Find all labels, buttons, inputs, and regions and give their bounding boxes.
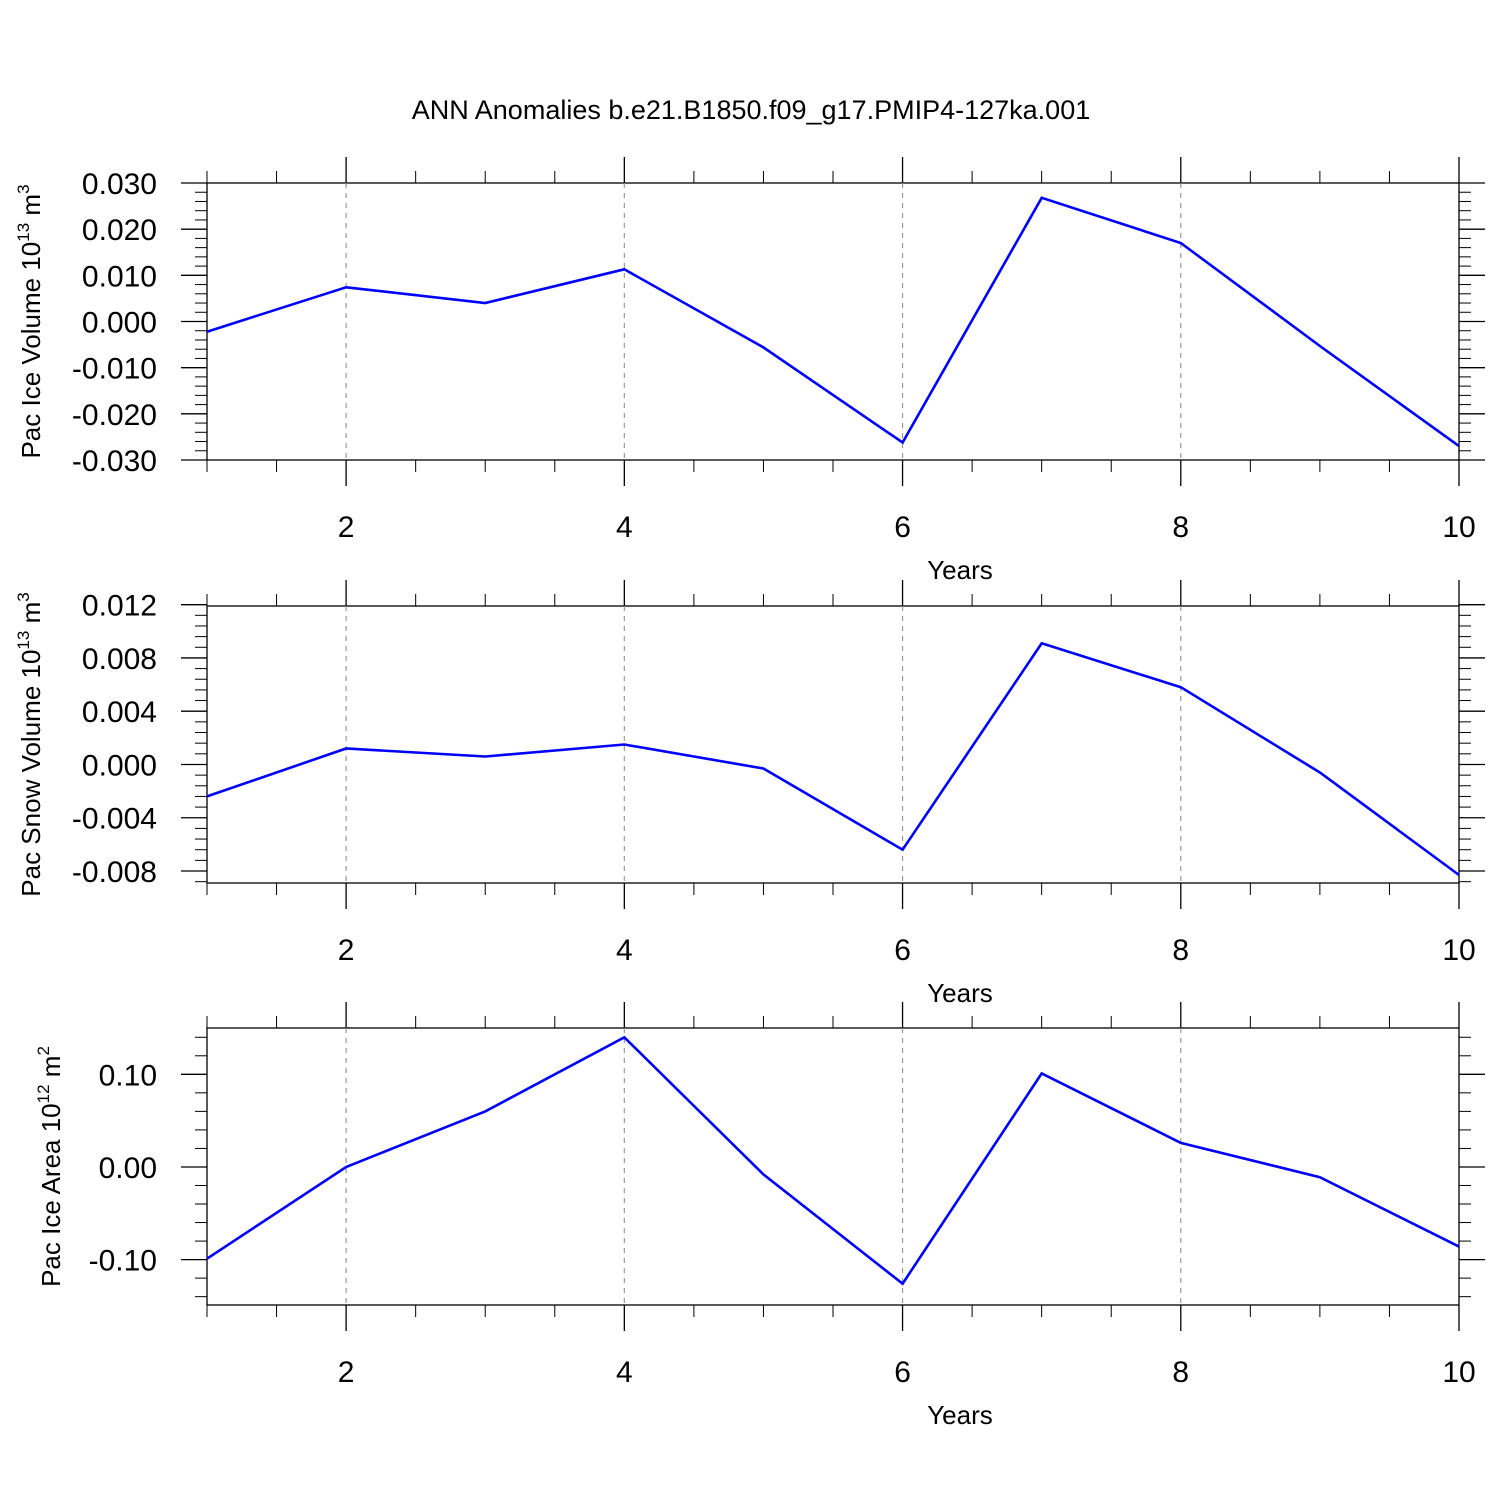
x-tick-label: 4 [616, 1356, 633, 1389]
y-tick-label: 0.00 [99, 1152, 157, 1185]
x-tick-label: 6 [894, 511, 911, 544]
x-axis-label: Years [927, 555, 993, 585]
y-tick-label: -0.020 [72, 399, 157, 432]
y-tick-label: 0.020 [82, 214, 157, 247]
y-axis-label: Pac Snow Volume 1013 m3 [14, 592, 46, 896]
y-tick-label: -0.10 [89, 1245, 157, 1278]
y-tick-label: -0.004 [72, 803, 157, 836]
x-tick-label: 2 [338, 1356, 355, 1389]
panel-3: 2 4 6 8 10 -0.10 0.00 0.10 Years Pac Ice Area 101… [34, 1002, 1485, 1430]
data-series-line [206, 1035, 1460, 1286]
y-tick-label: 0.008 [82, 643, 157, 676]
y-tick-label: 0.004 [82, 696, 157, 729]
x-tick-label: 10 [1442, 934, 1475, 967]
x-tick-label: 10 [1442, 1356, 1475, 1389]
x-tick-label: 2 [338, 934, 355, 967]
panel-1: 2 4 6 8 10 -0.030 -0.020 -0.010 0.000 0.010 0.020 0… [14, 157, 1485, 585]
y-tick-label: -0.030 [72, 445, 157, 478]
x-tick-label: 8 [1172, 511, 1189, 544]
x-tick-label: 8 [1172, 1356, 1189, 1389]
panel-2: 2 4 6 8 10 -0.008 -0.004 0.000 0.004 0.008 0.012 Ye… [14, 580, 1485, 1008]
y-axis-label: Pac Ice Area 1012 m2 [34, 1046, 66, 1287]
x-tick-label: 2 [338, 511, 355, 544]
y-axis-label: Pac Ice Volume 1013 m3 [14, 184, 46, 458]
y-tick-label: 0.000 [82, 749, 157, 782]
x-axis-label: Years [927, 978, 993, 1008]
y-tick-label: 0.012 [82, 590, 157, 623]
y-tick-label: -0.008 [72, 856, 157, 889]
y-tick-label: 0.10 [99, 1059, 157, 1092]
y-tick-label: 0.010 [82, 260, 157, 293]
x-axis-label: Years [927, 1400, 993, 1430]
x-tick-label: 10 [1442, 511, 1475, 544]
data-series-line [206, 641, 1460, 877]
x-tick-label: 4 [616, 934, 633, 967]
x-tick-label: 8 [1172, 934, 1189, 967]
x-tick-label: 6 [894, 1356, 911, 1389]
y-tick-label: 0.030 [82, 168, 157, 201]
y-tick-label: -0.010 [72, 353, 157, 386]
y-tick-label: 0.000 [82, 307, 157, 340]
data-series-line [206, 196, 1460, 448]
chart-panels: 2 4 6 8 10 -0.030 -0.020 -0.010 0.000 0.010 0.020 0… [14, 157, 1485, 1430]
chart-title: ANN Anomalies b.e21.B1850.f09_g17.PMIP4-… [412, 95, 1090, 125]
plot-frame [206, 605, 1460, 884]
plot-frame [206, 182, 1460, 461]
x-tick-label: 6 [894, 934, 911, 967]
x-tick-label: 4 [616, 511, 633, 544]
